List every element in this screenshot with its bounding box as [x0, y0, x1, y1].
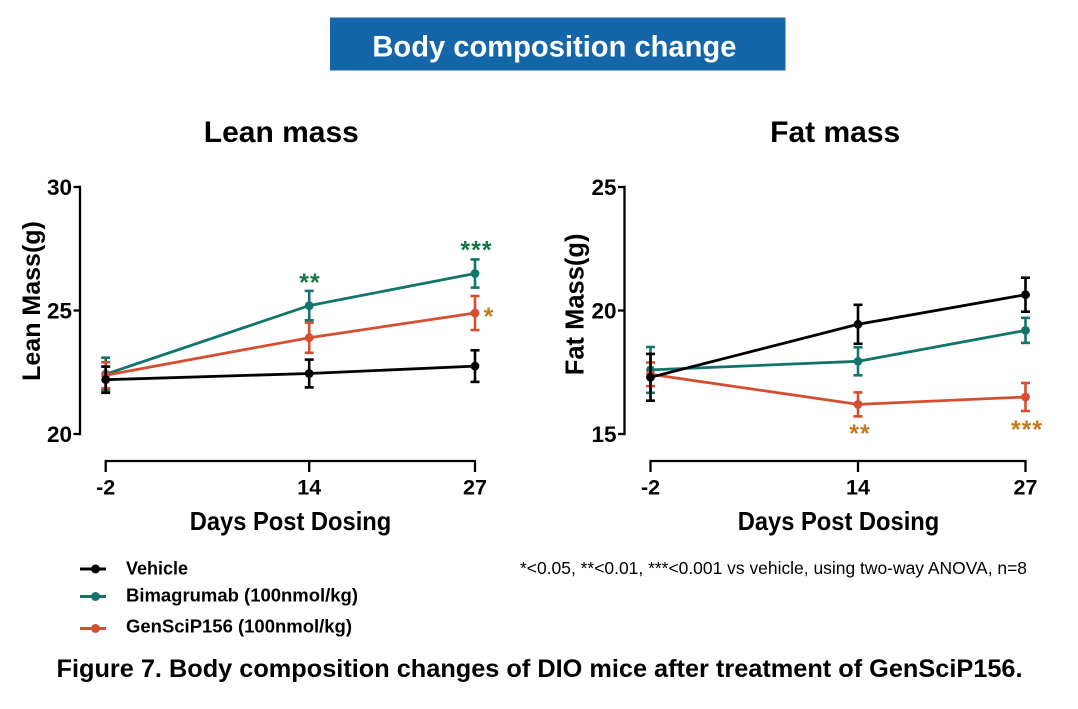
- svg-text:15: 15: [591, 422, 616, 447]
- svg-text:***: ***: [460, 236, 492, 264]
- svg-text:Fat Mass(g): Fat Mass(g): [562, 234, 590, 376]
- svg-text:20: 20: [591, 299, 616, 324]
- svg-text:Bimagrumab (100nmol/kg): Bimagrumab (100nmol/kg): [126, 586, 358, 606]
- svg-text:Lean Mass(g): Lean Mass(g): [18, 221, 46, 381]
- svg-text:Lean mass: Lean mass: [204, 116, 359, 149]
- svg-text:GenSciP156 (100nmol/kg): GenSciP156 (100nmol/kg): [126, 617, 352, 637]
- svg-text:*: *: [484, 303, 494, 331]
- svg-text:25: 25: [47, 299, 72, 324]
- svg-text:14: 14: [297, 476, 321, 500]
- svg-text:-2: -2: [641, 476, 660, 500]
- svg-text:20: 20: [47, 422, 72, 447]
- svg-text:Body composition change: Body composition change: [372, 31, 736, 64]
- svg-text:30: 30: [47, 175, 72, 200]
- svg-text:Days Post Dosing: Days Post Dosing: [738, 506, 940, 536]
- svg-text:Fat mass: Fat mass: [770, 116, 900, 149]
- svg-text:**: **: [299, 269, 320, 297]
- svg-text:14: 14: [846, 476, 870, 500]
- svg-text:-2: -2: [96, 476, 115, 500]
- svg-text:27: 27: [463, 476, 487, 500]
- svg-text:Vehicle: Vehicle: [126, 559, 188, 579]
- svg-text:25: 25: [591, 175, 616, 200]
- svg-text:Days Post Dosing: Days Post Dosing: [190, 506, 392, 536]
- svg-text:**: **: [849, 420, 870, 448]
- svg-text:*<0.05, **<0.01, ***<0.001 vs: *<0.05, **<0.01, ***<0.001 vs vehicle, u…: [520, 558, 1027, 578]
- svg-text:27: 27: [1014, 476, 1038, 500]
- svg-text:***: ***: [1011, 416, 1043, 444]
- svg-text:Figure 7. Body composition cha: Figure 7. Body composition changes of DI…: [57, 655, 1023, 683]
